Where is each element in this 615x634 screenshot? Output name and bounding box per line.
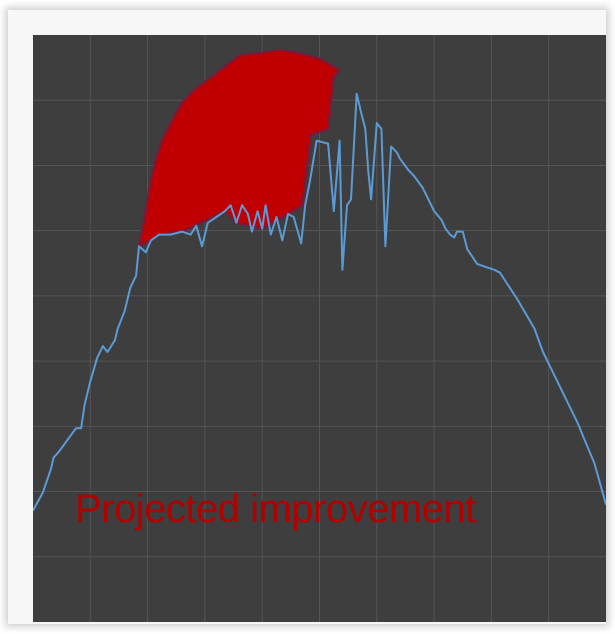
series-line-0 [33, 92, 606, 511]
chart [33, 35, 606, 622]
projected-improvement-area [137, 48, 341, 248]
chart-marks [33, 48, 606, 511]
chart-frame: Projected improvement [8, 10, 606, 624]
plot-area: Projected improvement [33, 35, 606, 622]
projected-improvement-annotation: Projected improvement [75, 487, 476, 531]
